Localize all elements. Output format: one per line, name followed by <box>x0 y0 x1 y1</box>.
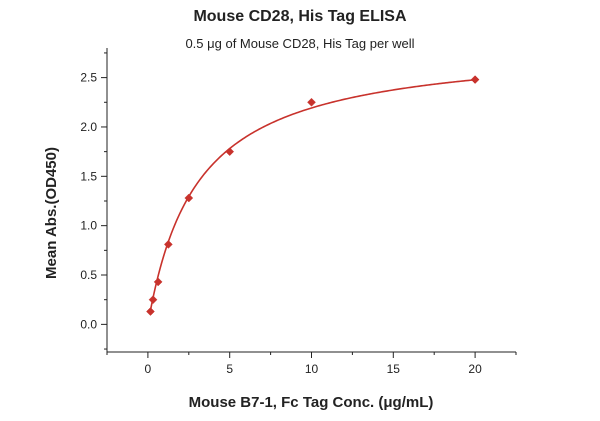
y-tick-label: 2.5 <box>80 71 97 85</box>
y-tick-label: 2.0 <box>80 120 97 134</box>
data-point <box>184 193 194 203</box>
y-tick-label: 1.5 <box>80 169 97 183</box>
x-tick-label: 0 <box>145 362 152 376</box>
y-tick-label: 0.5 <box>80 268 97 282</box>
x-axis-title: Mouse B7-1, Fc Tag Conc. (μg/mL) <box>189 394 434 411</box>
data-point <box>148 295 158 305</box>
x-tick-label: 20 <box>468 362 482 376</box>
axes <box>106 48 516 353</box>
data-point <box>153 277 163 287</box>
ticks: 0 5 10 15 20 0.0 0.5 1.0 1.5 2.0 2.5 <box>80 52 517 376</box>
fit-curve-line <box>149 78 476 311</box>
chart-title: Mouse CD28, His Tag ELISA <box>193 8 407 25</box>
y-tick-label: 1.0 <box>80 219 97 233</box>
fit-curve-group <box>149 78 476 311</box>
data-point <box>146 307 155 316</box>
y-tick-label: 0.0 <box>80 317 97 331</box>
x-tick-label: 10 <box>305 362 319 376</box>
data-point <box>307 97 316 107</box>
data-point <box>470 75 480 84</box>
data-point <box>163 240 173 249</box>
data-point <box>225 147 235 156</box>
data-points <box>146 75 480 316</box>
x-tick-label: 5 <box>226 362 233 376</box>
chart-subtitle: 0.5 μg of Mouse CD28, His Tag per well <box>185 36 415 51</box>
x-tick-label: 15 <box>387 362 401 376</box>
y-axis-title: Mean Abs.(OD450) <box>43 147 60 279</box>
